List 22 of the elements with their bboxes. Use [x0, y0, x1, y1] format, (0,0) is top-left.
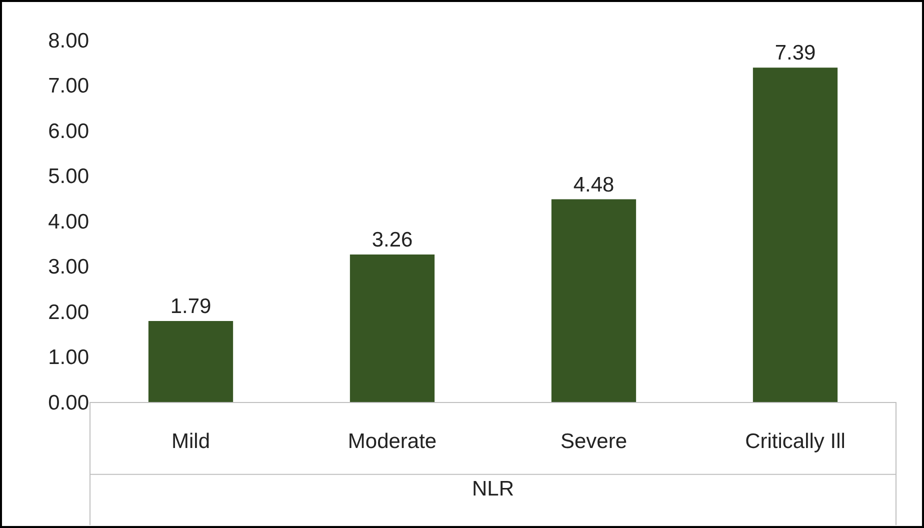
x-tick-label: Critically Ill	[745, 430, 846, 454]
y-tick-label: 5.00	[48, 165, 89, 188]
bar	[551, 199, 636, 402]
bar	[350, 254, 435, 402]
y-tick-label: 0.00	[48, 391, 89, 414]
y-tick-label: 1.00	[48, 346, 89, 370]
bar	[752, 68, 838, 402]
x-tick-label: Mild	[171, 430, 210, 454]
x-axis-title: NLR	[472, 477, 514, 500]
x-tick-label: Severe	[560, 430, 628, 454]
y-tick-label: 2.00	[48, 300, 89, 324]
y-tick-label: 3.00	[48, 256, 89, 279]
data-label: 1.79	[170, 295, 212, 318]
y-tick-label: 6.00	[48, 120, 89, 143]
bar	[148, 321, 234, 402]
data-label: 7.39	[774, 42, 816, 65]
x-tick-label: Moderate	[348, 430, 437, 454]
y-tick-label: 8.00	[48, 29, 89, 52]
data-label: 4.48	[573, 173, 614, 196]
data-label: 3.26	[372, 228, 413, 252]
y-tick-label: 4.00	[48, 210, 89, 234]
y-tick-label: 7.00	[48, 74, 89, 98]
